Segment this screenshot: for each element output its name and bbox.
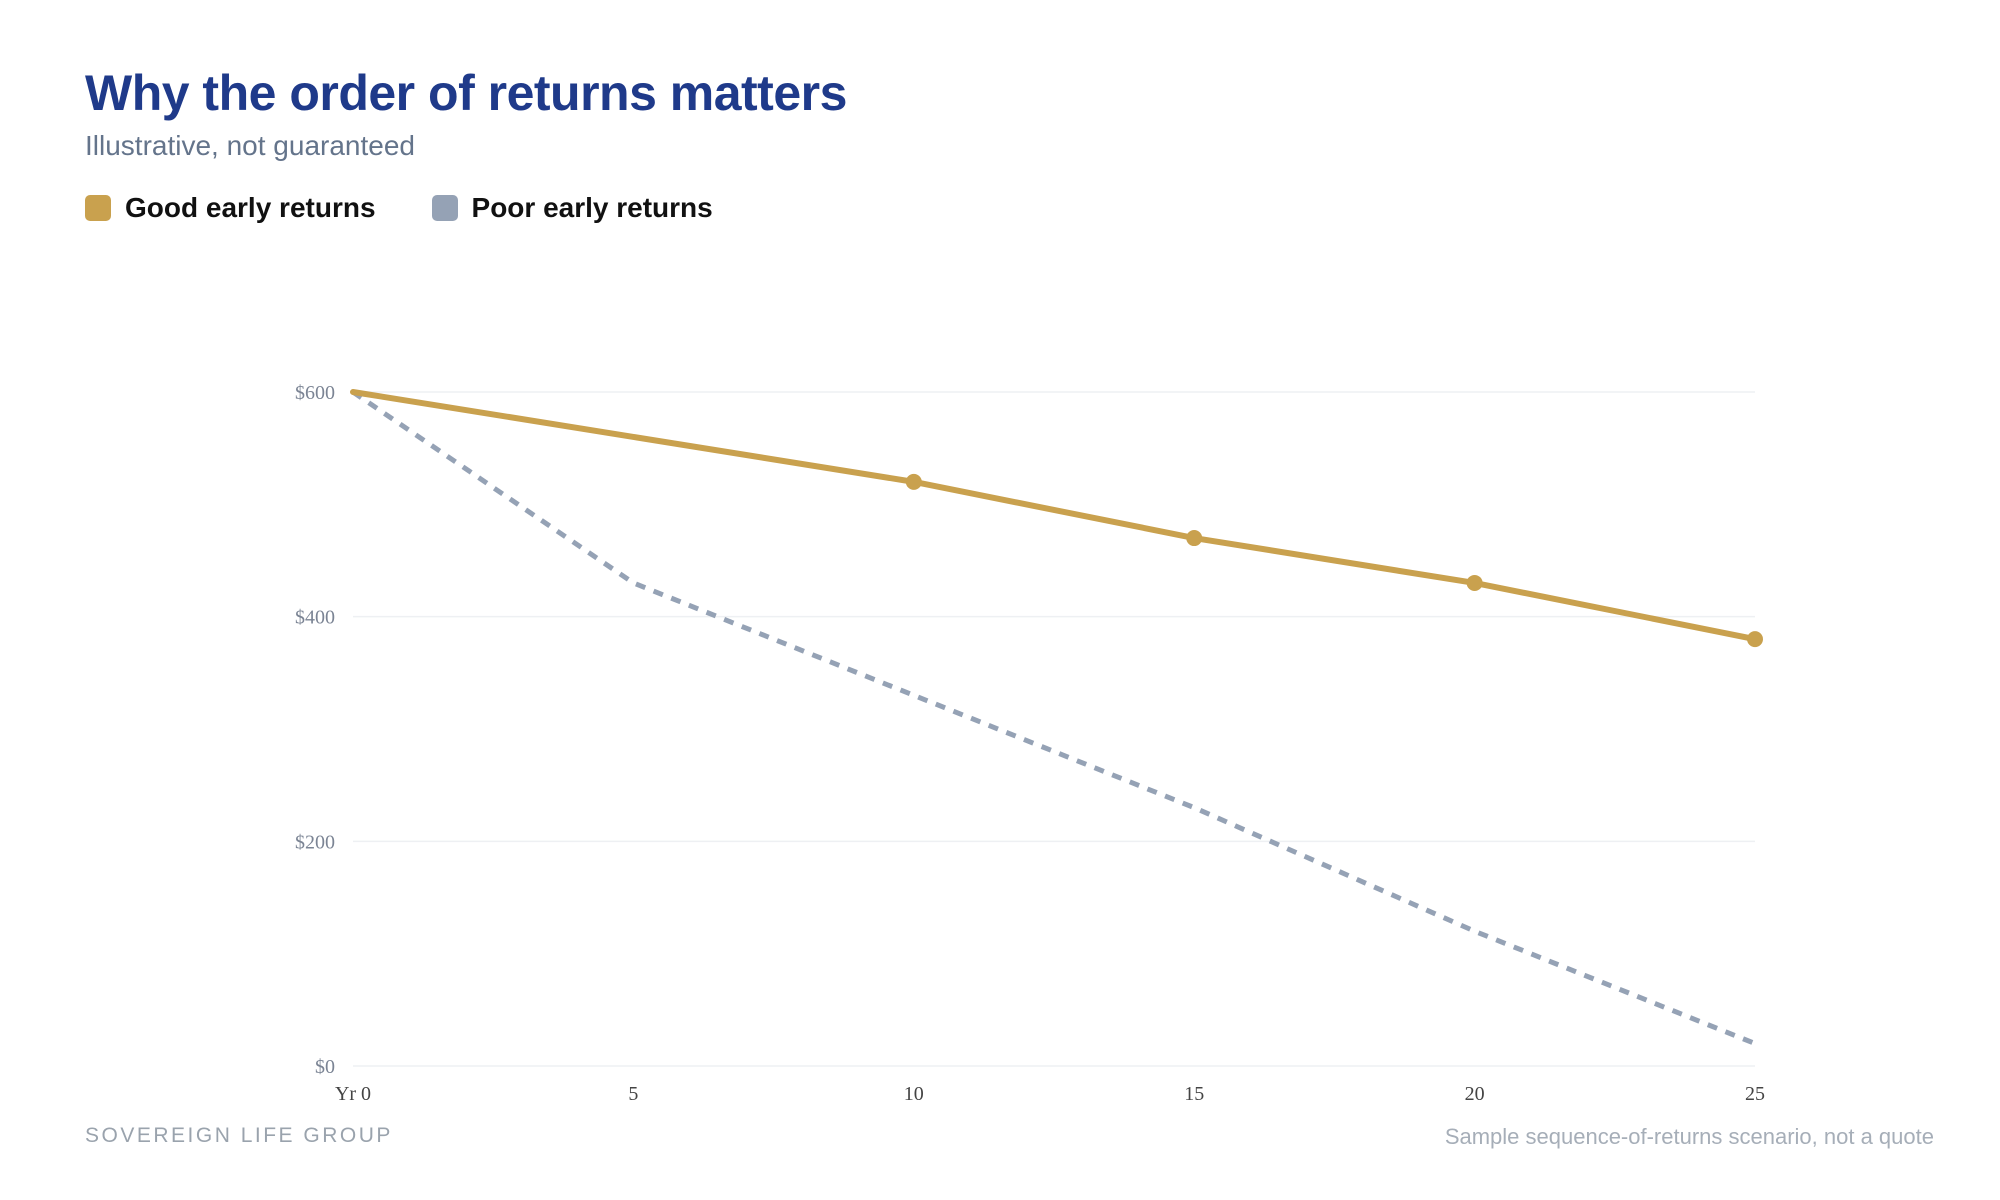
data-point[interactable] [1747,631,1763,648]
x-axis-ticks: Yr 0 5 10 15 20 25 [335,1083,1765,1105]
data-point[interactable] [905,473,922,490]
y-tick-label: $400 [295,607,335,629]
x-tick-label: Yr 0 [335,1083,371,1105]
series-markers [905,473,1763,648]
y-axis-ticks: $0 $200 $400 $600 [295,382,335,1078]
data-point[interactable] [1466,574,1483,591]
legend-item-poor[interactable]: Poor early returns [431,192,713,224]
x-tick-label: 10 [904,1083,924,1105]
chart-subtitle: Illustrative, not guaranteed [85,130,415,161]
data-point[interactable] [1186,530,1203,547]
grid-lines [353,391,1755,1067]
y-tick-label: $200 [295,831,335,853]
y-tick-label: $0 [315,1056,335,1078]
series-lines [350,389,1758,1046]
legend-label-good: Good early returns [125,192,376,223]
series-line-good [350,389,1758,643]
footnote: Sample sequence-of-returns scenario, not… [1444,1124,1934,1149]
x-tick-label: 25 [1745,1083,1765,1105]
legend-item-good[interactable]: Good early returns [85,192,376,224]
x-tick-label: 5 [628,1083,638,1105]
series-line-poor [351,389,1756,1046]
legend-swatch-good [85,195,111,221]
legend-swatch-poor [431,195,458,221]
x-tick-label: 15 [1184,1083,1204,1105]
y-tick-label: $600 [295,382,335,404]
brand-name: SOVEREIGN LIFE GROUP [85,1124,393,1147]
legend: Good early returns Poor early returns [85,192,769,224]
chart-title: Why the order of returns matters [85,65,847,121]
x-tick-label: 20 [1465,1083,1485,1105]
legend-label-poor: Poor early returns [471,192,713,223]
